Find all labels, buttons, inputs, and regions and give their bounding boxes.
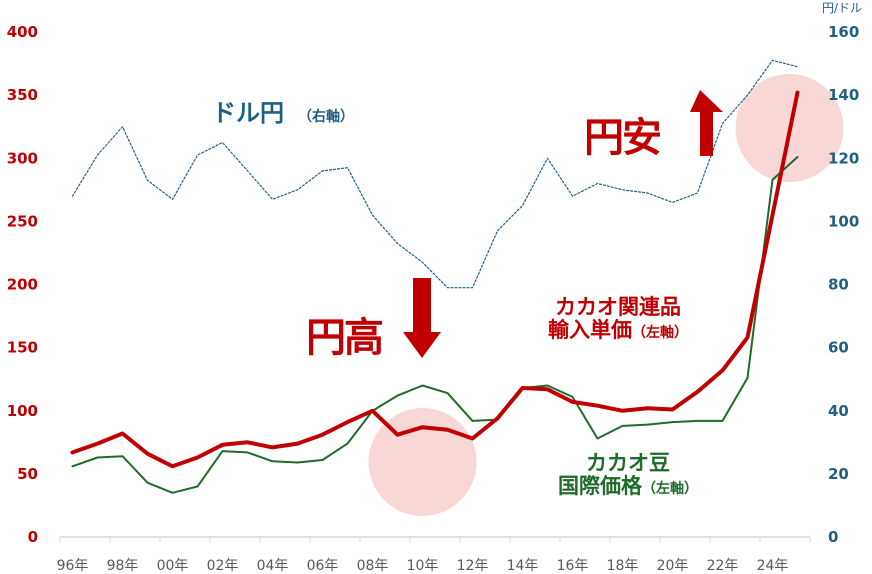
y-right-tick-label: 20 [828,465,849,483]
y-right-tick-label: 120 [828,149,859,167]
y-right-tick-label: 60 [828,339,849,357]
cocoa-beans-price-line [71,156,799,494]
cocoa-products-legend-label: カカオ関連品 輸入単価（左軸） [548,295,688,343]
y-right-tick-label: 100 [828,212,859,230]
y-left-tick-label: 300 [7,149,38,167]
y-left-tick-label: 100 [7,402,38,420]
x-tick-label: 16年 [557,558,589,574]
x-tick-label: 00年 [157,558,189,574]
y-left-tick-label: 200 [7,276,38,294]
usd-jpy-label: ドル円 [212,99,284,127]
x-tick-label: 96年 [57,558,89,574]
y-right-tick-label: 140 [828,86,859,104]
x-tick-label: 10年 [407,558,439,574]
y-left-tick-label: 250 [7,212,38,230]
x-tick-label: 08年 [357,558,389,574]
y-right-unit-label: 円/ドル [822,1,862,15]
cocoa-products-line2: 輸入単価 [548,318,632,343]
usd-jpy-axis-note: （右軸） [298,109,354,125]
x-tick-label: 18年 [607,558,639,574]
x-tick-label: 20年 [657,558,689,574]
x-tick-label: 24年 [757,558,789,574]
y-left-tick-label: 150 [7,339,38,357]
cocoa-products-price-line [70,90,800,469]
y-left-tick-label: 0 [28,528,38,546]
down-arrow-icon [403,278,441,358]
usd-jpy-legend-label: ドル円 （右軸） [212,100,354,126]
x-tick-label: 02年 [207,558,239,574]
x-tick-label: 14年 [507,558,539,574]
x-tick-label: 98年 [107,558,139,574]
x-tick-label: 22年 [707,558,739,574]
y-right-tick-label: 40 [828,402,849,420]
usd-jpy-line [71,59,799,289]
y-left-tick-label: 50 [17,465,38,483]
cocoa-products-axis-note: （左軸） [632,325,688,342]
y-right-tick-label: 160 [828,23,859,41]
y-left-tick-label: 400 [7,23,38,41]
y-right-tick-label: 80 [828,276,849,294]
annotation-arrows [403,90,723,358]
x-tick-label: 06年 [307,558,339,574]
y-right-tick-label: 0 [828,528,838,546]
y-left-tick-label: 350 [7,86,38,104]
cocoa-beans-axis-note: （左軸） [642,481,698,498]
yen-weak-annotation: 円安 [584,115,662,161]
yen-strong-annotation: 円高 [306,315,384,361]
series-lines [70,59,800,494]
cocoa-beans-legend-label: カカオ豆 国際価格（左軸） [558,451,698,499]
x-tick-label: 12年 [457,558,489,574]
cocoa-beans-line2: 国際価格 [558,474,642,499]
cocoa-products-line1: カカオ関連品 [555,295,681,319]
x-tick-label: 04年 [257,558,289,574]
axes: 96年 98年 00年 02年 04年 06年 08年 10年 12年 14年 16年 18年 20年 2… [7,1,862,574]
cocoa-beans-line1: カカオ豆 [586,451,670,475]
up-arrow-icon [690,90,723,156]
